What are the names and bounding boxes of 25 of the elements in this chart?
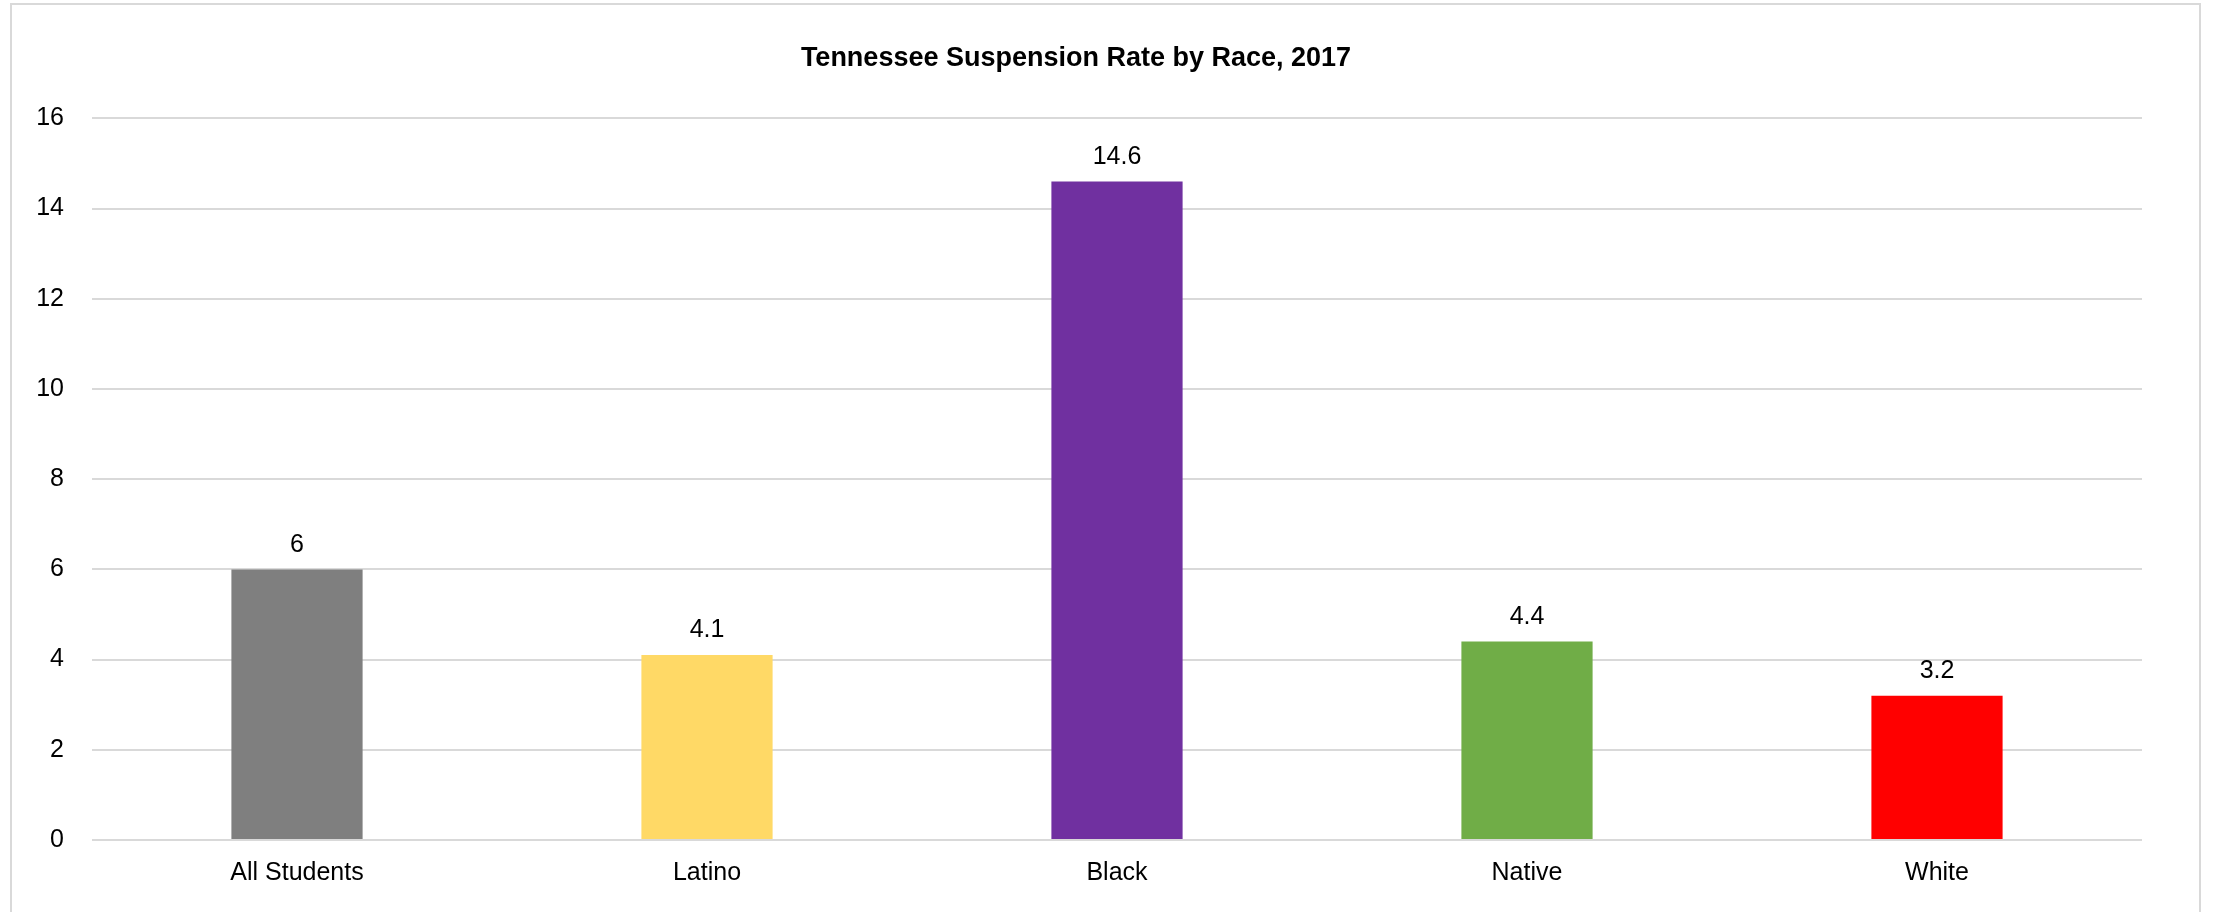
- y-tick-label: 2: [50, 733, 64, 762]
- data-label: 3.2: [1919, 655, 1955, 684]
- x-tick-label: Native: [1491, 856, 1563, 885]
- x-tick-label: Black: [1086, 856, 1149, 885]
- data-label: 6: [290, 528, 304, 557]
- y-tick-label: 10: [36, 372, 64, 401]
- x-tick-label: White: [1905, 856, 1969, 885]
- y-tick-label: 8: [50, 463, 64, 492]
- bar: [641, 655, 773, 839]
- y-tick-label: 12: [36, 282, 64, 311]
- y-tick-label: 16: [36, 102, 64, 131]
- data-label: 4.4: [1509, 600, 1545, 629]
- y-tick-label: 6: [50, 553, 64, 582]
- bar: [1051, 181, 1183, 839]
- chart-title: Tennessee Suspension Rate by Race, 2017: [800, 41, 1352, 72]
- bar: [1871, 695, 2003, 839]
- y-tick-label: 0: [50, 823, 64, 852]
- y-tick-label: 14: [36, 192, 65, 221]
- x-tick-label: All Students: [230, 856, 364, 885]
- data-label: 14.6: [1092, 140, 1142, 169]
- bar: [1461, 641, 1593, 839]
- y-tick-label: 4: [50, 643, 65, 672]
- bar: [231, 569, 363, 839]
- data-label: 4.1: [689, 614, 725, 643]
- x-tick-label: Latino: [672, 856, 742, 885]
